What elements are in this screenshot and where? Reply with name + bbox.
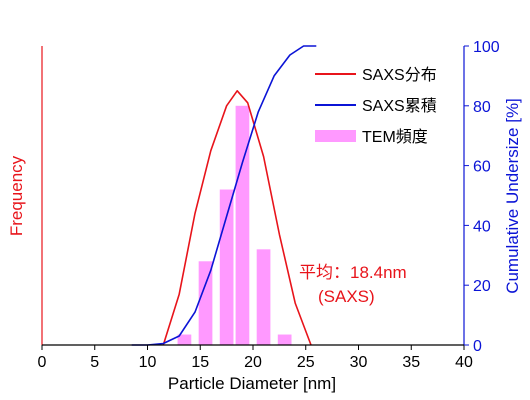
y2-tick-label-0: 0 xyxy=(473,338,482,355)
y2-tick-label-3: 60 xyxy=(473,159,491,176)
right-y-axis: 0 20 40 60 80 100 xyxy=(464,39,500,355)
mean-annotation-line2: (SAXS) xyxy=(318,287,375,306)
right-y-axis-label: Cumulative Undersize [%] xyxy=(503,98,522,294)
x-tick-label-0: 0 xyxy=(38,354,47,371)
plot-frame xyxy=(41,46,465,346)
saxs-distribution-line xyxy=(162,90,312,346)
saxs-lines xyxy=(131,45,317,346)
legend-label-2: TEM頻度 xyxy=(362,128,428,146)
tem-frequency-bars xyxy=(177,105,292,345)
mean-annotation-line1: 平均：18.4nm xyxy=(299,263,407,282)
x-tick-label-8: 40 xyxy=(455,354,473,371)
y2-tick-label-4: 80 xyxy=(473,99,491,116)
tem-bar-2 xyxy=(219,189,234,345)
tem-bar-1 xyxy=(198,261,213,345)
left-y-axis-label: Frequency xyxy=(7,155,26,236)
x-tick-label-7: 35 xyxy=(402,354,420,371)
y2-tick-label-1: 20 xyxy=(473,278,491,295)
x-tick-label-5: 25 xyxy=(297,354,315,371)
tem-bar-0 xyxy=(177,334,192,345)
x-axis: 0 5 10 15 20 25 30 35 40 xyxy=(38,345,473,371)
tem-bar-3 xyxy=(235,105,250,345)
x-tick-label-1: 5 xyxy=(90,354,99,371)
legend-label-0: SAXS分布 xyxy=(362,66,437,84)
x-tick-label-3: 15 xyxy=(191,354,209,371)
x-tick-label-4: 20 xyxy=(244,354,262,371)
y2-tick-label-5: 100 xyxy=(473,39,500,56)
legend-swatch-2 xyxy=(315,130,356,142)
saxs-cumulative-line xyxy=(131,45,317,346)
tem-bar-5 xyxy=(277,334,292,345)
x-tick-label-6: 30 xyxy=(350,354,368,371)
y2-tick-label-2: 40 xyxy=(473,218,491,235)
tem-bar-4 xyxy=(256,249,271,345)
x-tick-label-2: 10 xyxy=(139,354,157,371)
x-axis-label: Particle Diameter [nm] xyxy=(168,374,336,393)
legend-label-1: SAXS累積 xyxy=(362,97,437,115)
legend: SAXS分布 SAXS累積 TEM頻度 xyxy=(315,66,437,146)
